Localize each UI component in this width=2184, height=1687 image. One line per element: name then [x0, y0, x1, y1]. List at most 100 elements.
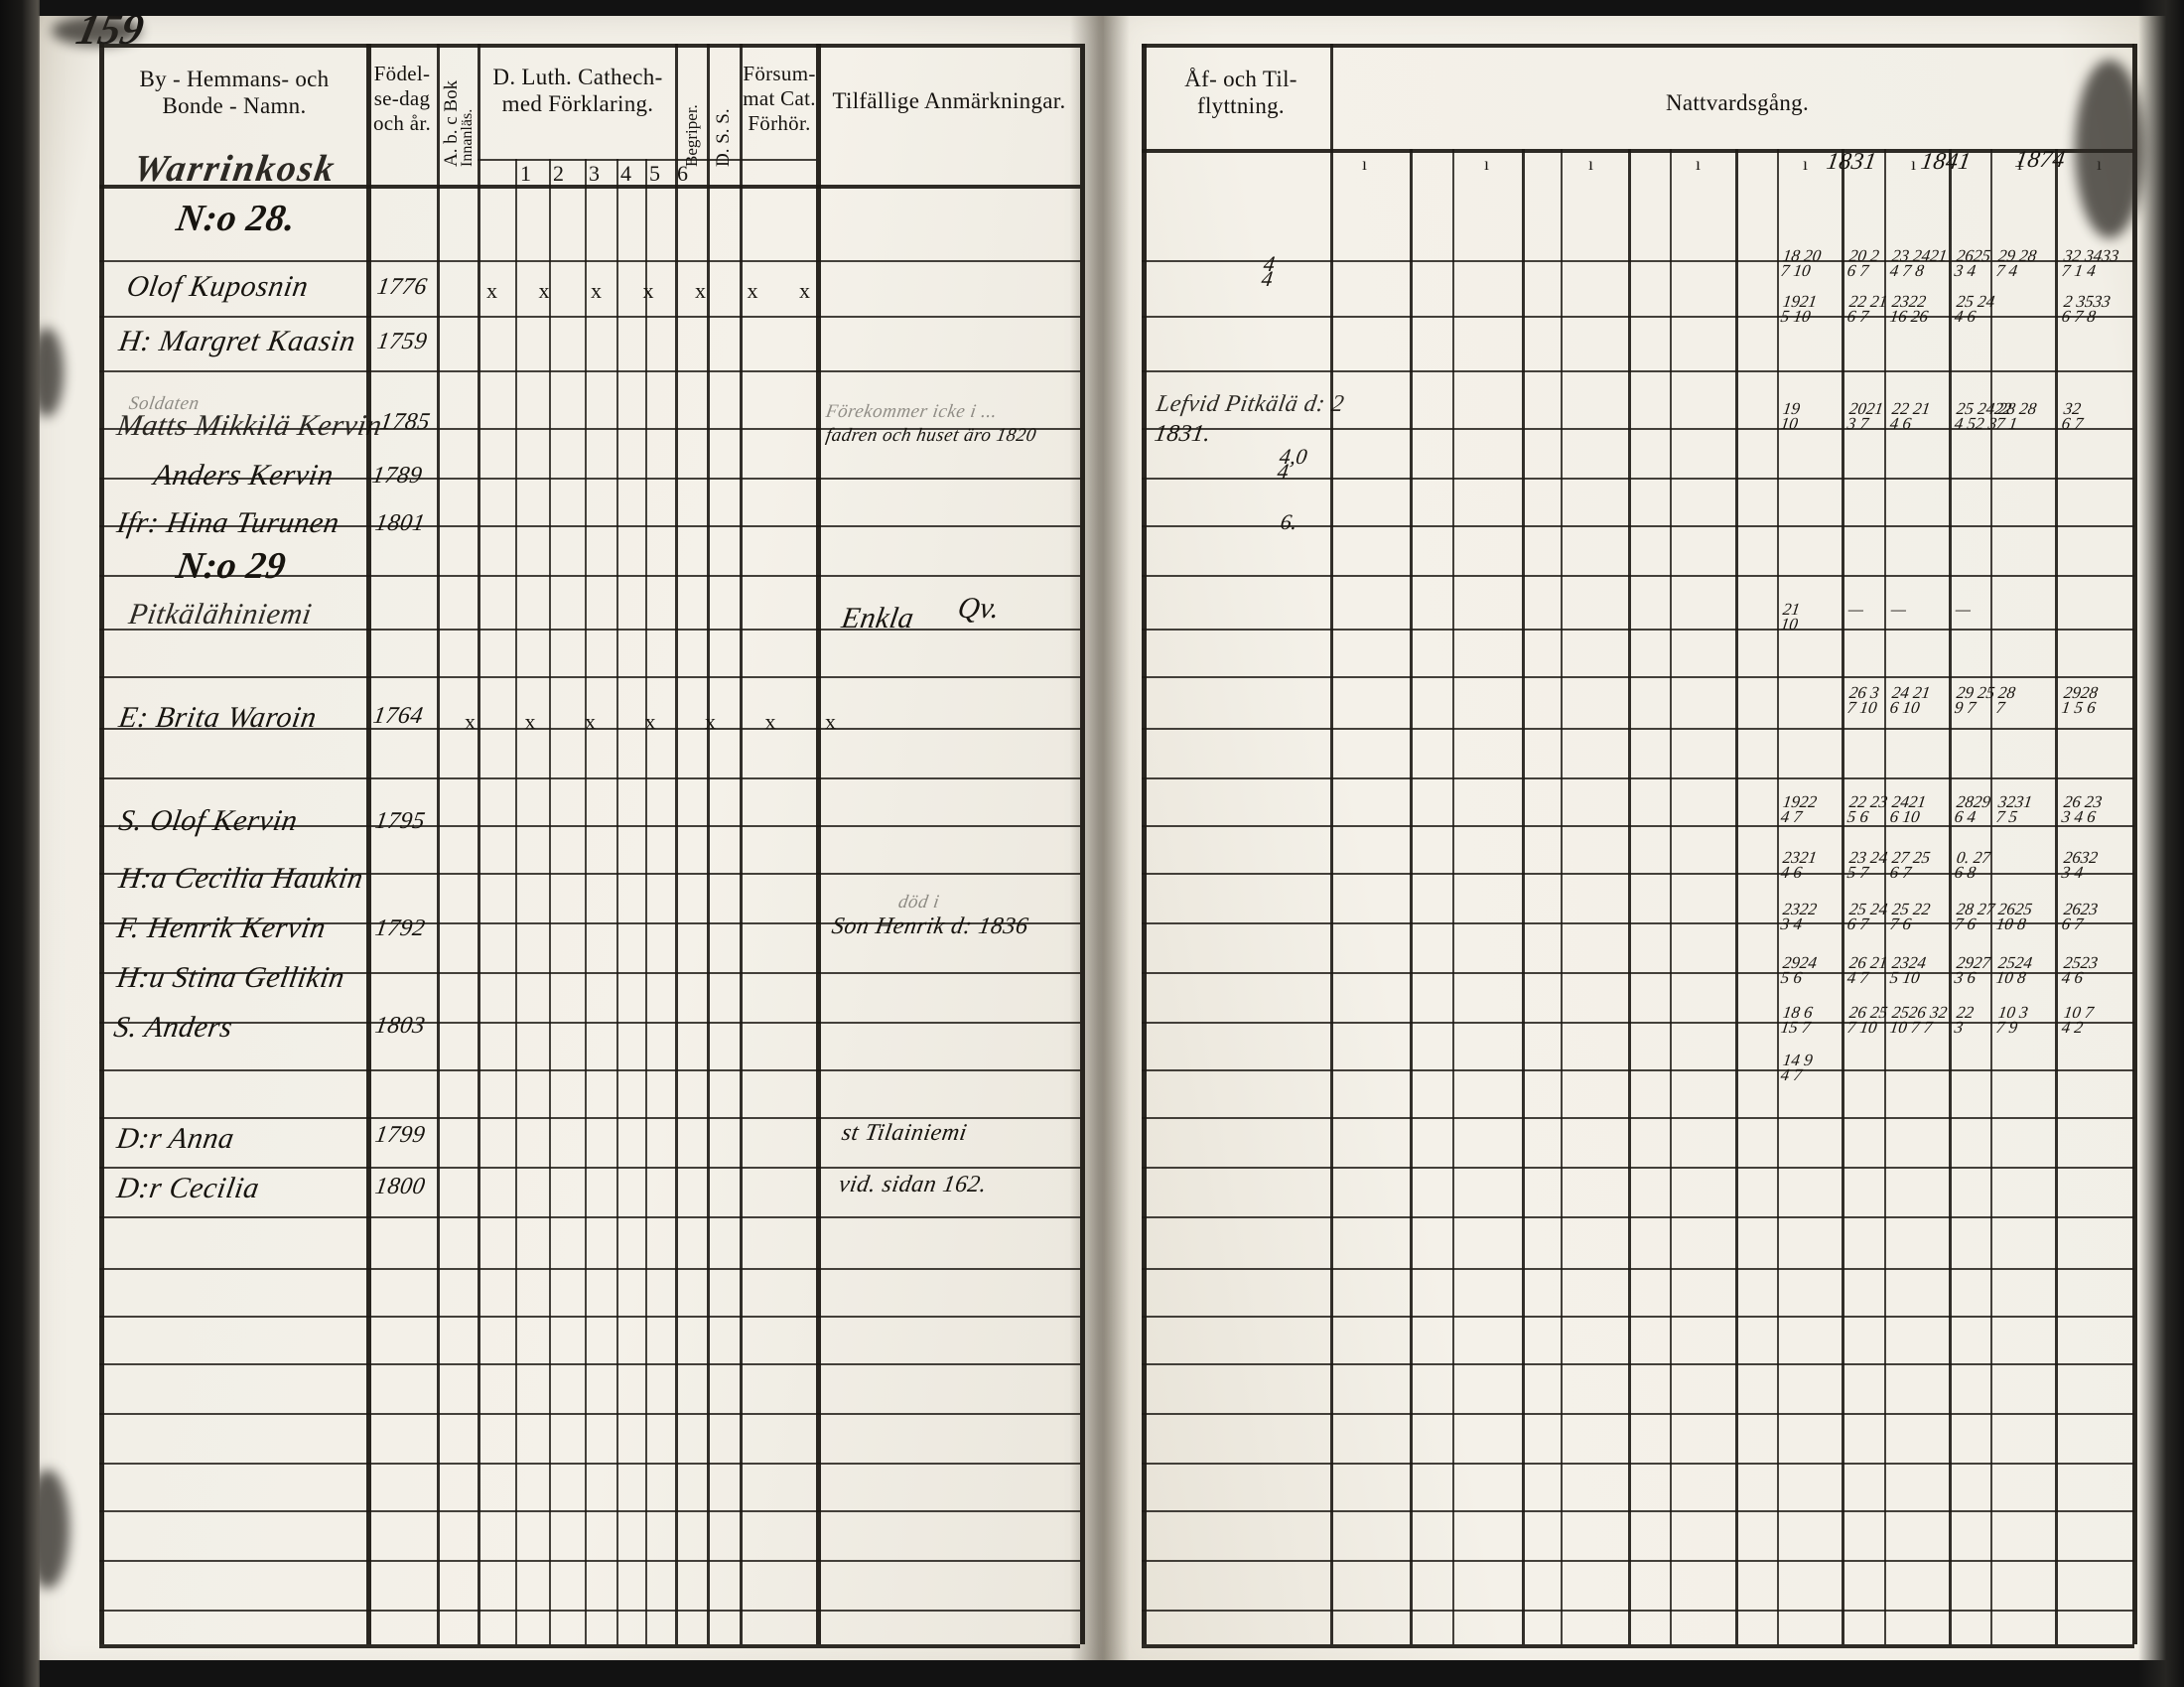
rule-h — [1142, 1316, 2134, 1318]
farm-number: N:o 29 — [173, 545, 289, 587]
rule-v — [1990, 149, 1992, 1644]
communion-mark: 10 7 4 2 — [2060, 1003, 2096, 1037]
communion-mark: 22 21 6 7 — [1845, 292, 1889, 326]
remark: st Tilainiemi — [840, 1120, 969, 1146]
left-page-paper — [24, 6, 1106, 1682]
remark: Son Henrik d: 1836 — [830, 914, 1030, 939]
scan-artifact — [2075, 60, 2144, 238]
rule-h — [99, 525, 1080, 527]
rule-h — [99, 1644, 1080, 1648]
rule-h — [1142, 676, 2134, 678]
rule-h — [99, 428, 1080, 430]
communion-mark: 2021 3 7 — [1845, 399, 1885, 433]
right-page-paper — [1104, 0, 2172, 1687]
rule-h — [1142, 428, 2134, 430]
communion-mark: 20 2 6 7 — [1845, 246, 1881, 280]
column-header-forsummat: Försum-mat Cat. Förhör. — [743, 62, 816, 135]
rule-h — [99, 1316, 1080, 1318]
person-birth-year: 1759 — [375, 329, 430, 354]
communion-year-label: 1874 — [2013, 147, 2068, 173]
person-birth-year: 1785 — [378, 409, 433, 435]
person-birth-year: 1764 — [371, 703, 426, 729]
rule-h — [99, 728, 1080, 730]
rule-h — [99, 972, 1080, 974]
rule-h — [1142, 1167, 2134, 1169]
rule-h — [1142, 728, 2134, 730]
rule-h — [1142, 922, 2134, 924]
communion-mark: 26 23 3 4 6 — [2060, 792, 2104, 826]
rule-v — [478, 44, 480, 1644]
person-birth-year: 1792 — [373, 915, 428, 941]
person-name: S. Olof Kervin — [116, 804, 301, 837]
person-birth-year: 1789 — [370, 463, 425, 489]
flyttning-entry: 6. — [1279, 509, 1299, 534]
communion-mark: 2322 3 4 — [1779, 900, 1819, 933]
column-header-catechism: D. Luth. Cathech-med Förklaring. — [492, 65, 663, 116]
column-header-innanlas: Innanläs. — [459, 108, 476, 167]
flyttning-entry: Lefvid Pitkälä d: 2 — [1155, 391, 1346, 417]
communion-mark: 28 27 7 6 — [1953, 900, 1996, 933]
rule-h — [99, 316, 1080, 318]
communion-mark: 2829 6 4 — [1953, 792, 1992, 826]
rule-v — [1080, 44, 1085, 1644]
communion-mark: 2526 32 10 7 7 — [1888, 1003, 1949, 1037]
rule-h — [99, 1560, 1080, 1562]
communion-year-label: 1841 — [1919, 149, 1974, 175]
rule-h — [1142, 1413, 2134, 1415]
communion-mark: 27 25 6 7 — [1888, 848, 1932, 882]
rule-h — [1142, 149, 2134, 153]
rule-v — [1561, 149, 1563, 1644]
rule-h — [1142, 1363, 2134, 1365]
catechism-marks: x x x x x x x — [486, 278, 828, 303]
rule-v — [645, 159, 647, 1644]
communion-mark: 1921 5 10 — [1779, 292, 1819, 326]
rule-h — [99, 629, 1080, 631]
column-header-birth: Födel-se-dag och år. — [372, 62, 432, 135]
communion-mark: 2523 4 6 — [2060, 953, 2100, 987]
rule-v — [1142, 44, 1147, 1644]
flyttning-entry: 1831. — [1153, 421, 1213, 447]
rule-h — [1142, 525, 2134, 527]
rule-v — [616, 159, 618, 1644]
rule-h — [99, 1413, 1080, 1415]
farm-name-heading: Warrinkosk — [130, 148, 340, 190]
communion-mark: 2524 10 8 — [1994, 953, 2034, 987]
tick-mark: ı — [1484, 154, 1490, 174]
rule-h — [1142, 1268, 2134, 1270]
rule-v — [1410, 149, 1413, 1644]
person-birth-year: 1776 — [375, 274, 430, 300]
communion-mark: — — [1954, 600, 1973, 619]
remark-mark: Qv. — [955, 592, 1003, 625]
rule-h — [1142, 44, 2134, 48]
rule-v — [816, 44, 821, 1644]
communion-year-label: 1831 — [1825, 149, 1879, 175]
rule-h — [99, 1510, 1080, 1512]
rule-v — [1670, 149, 1672, 1644]
remark: fadren och huset äro 1820 — [824, 425, 1038, 446]
rule-h — [1142, 478, 2134, 480]
rule-h — [1142, 972, 2134, 974]
rule-h — [99, 777, 1080, 779]
rule-h — [1142, 873, 2134, 875]
communion-mark: 29 28 7 4 — [1994, 246, 2038, 280]
rule-v — [1884, 149, 1886, 1644]
person-name: E: Brita Waroin — [116, 701, 320, 734]
rule-h — [99, 1463, 1080, 1465]
rule-h — [1142, 575, 2134, 577]
scan-border-bottom — [0, 1660, 2184, 1687]
column-header-name: By - Hemmans- och Bonde - Namn. — [139, 67, 330, 118]
person-name: D:r Anna — [114, 1122, 237, 1155]
scan-border-top — [0, 0, 2184, 16]
farm-name-heading: Pitkälähiniemi — [126, 598, 315, 631]
rule-h — [99, 185, 1080, 189]
farm-number: N:o 28. — [173, 198, 299, 239]
column-header-flyttning: Åf- och Til-flyttning. — [1184, 67, 1297, 118]
person-name: H:u Stina Gellikin — [114, 961, 347, 994]
column-header-nattvardsgang: Nattvardsgång. — [1665, 90, 1810, 115]
rule-h — [1142, 1510, 2134, 1512]
rule-v — [515, 159, 517, 1644]
rule-h — [99, 1117, 1080, 1119]
book-gutter-shadow — [1070, 0, 1130, 1687]
person-name: Olof Kuposnin — [124, 270, 312, 303]
